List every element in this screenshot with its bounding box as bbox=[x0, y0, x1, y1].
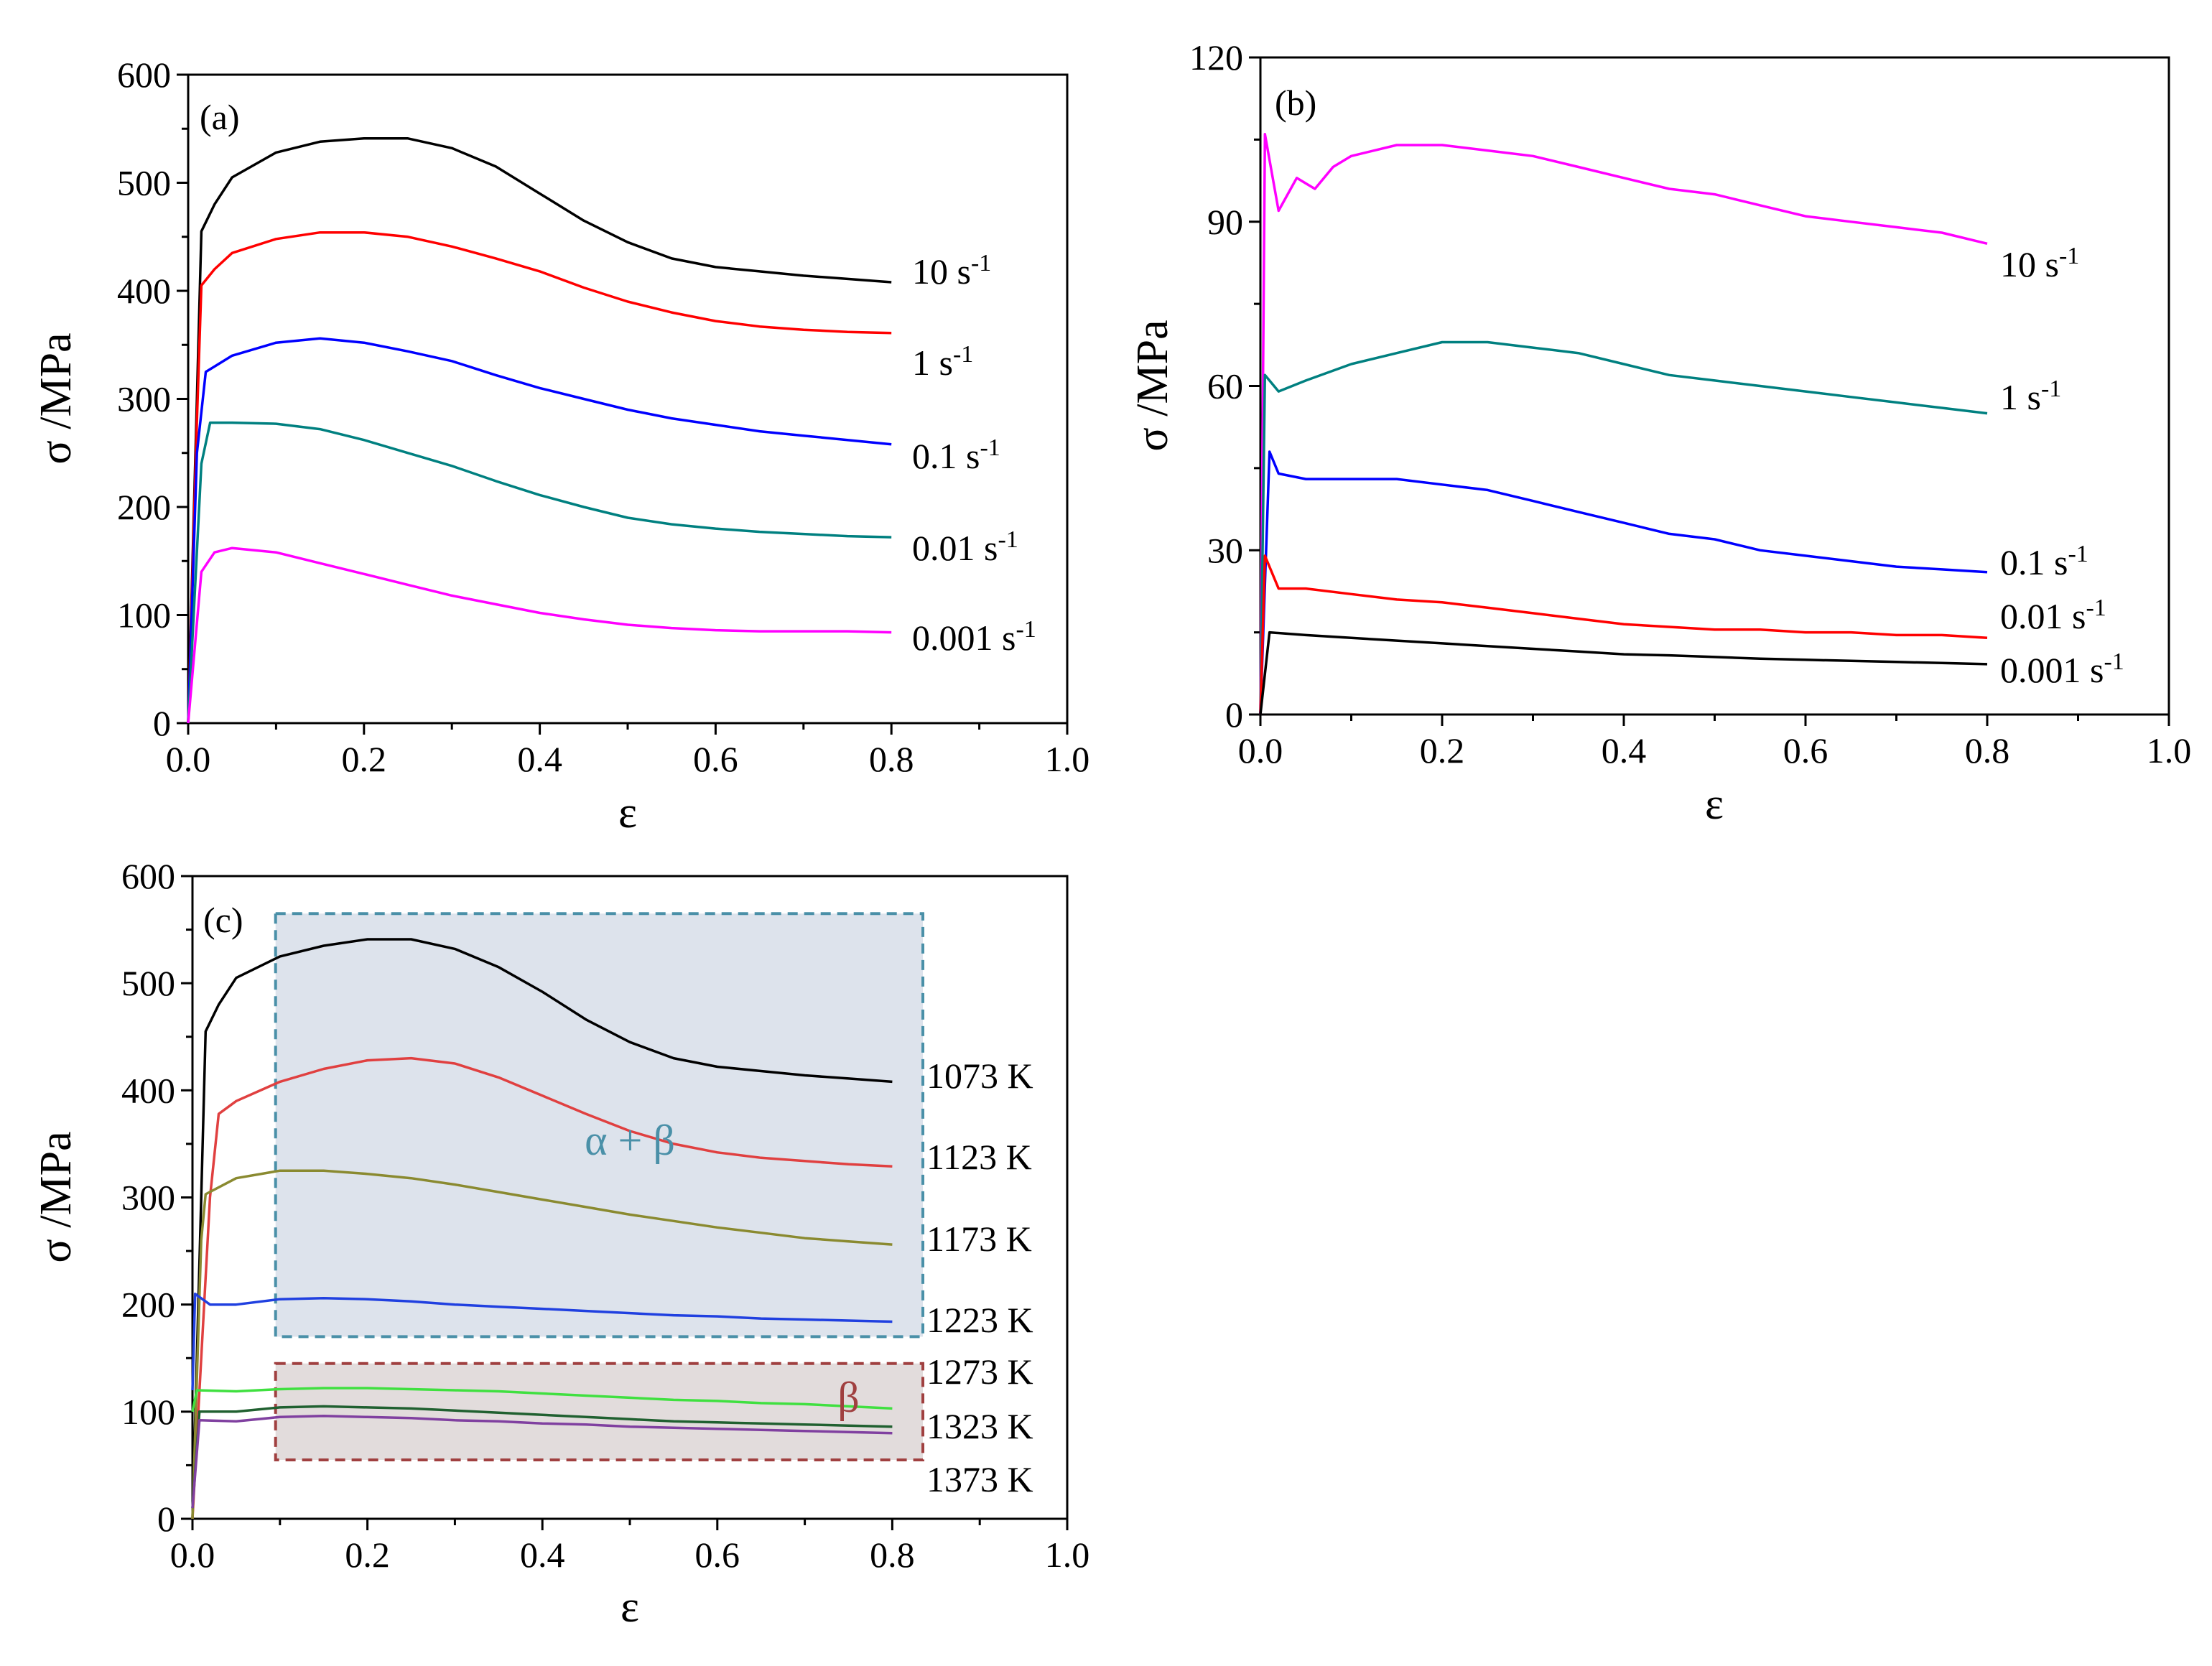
series-label-4: 0.001 s-1 bbox=[2000, 648, 2124, 690]
y-tick-label: 200 bbox=[121, 1285, 175, 1325]
series-line-2 bbox=[187, 337, 892, 724]
series-label-4: 0.001 s-1 bbox=[912, 616, 1036, 658]
series-label-5: 1323 K bbox=[926, 1406, 1033, 1446]
series-label-1: 1123 K bbox=[926, 1137, 1032, 1177]
panel-label: (b) bbox=[1275, 83, 1316, 123]
y-tick-label: 0 bbox=[157, 1499, 175, 1539]
y-tick-label: 90 bbox=[1207, 202, 1243, 242]
y-tick-label: 30 bbox=[1207, 530, 1243, 570]
x-tick-label: 0.4 bbox=[1602, 730, 1647, 771]
y-tick-label: 0 bbox=[1225, 694, 1243, 735]
y-tick-label: 120 bbox=[1189, 37, 1243, 78]
y-tick-label: 100 bbox=[117, 595, 171, 636]
series-label-1: 1 s-1 bbox=[912, 341, 973, 383]
series-label-3: 0.01 s-1 bbox=[2000, 595, 2106, 636]
series-line-1 bbox=[187, 231, 892, 724]
region-box-0 bbox=[274, 912, 925, 1339]
y-tick-label: 200 bbox=[117, 487, 171, 527]
series-line-2 bbox=[191, 1169, 893, 1520]
x-tick-label: 0.2 bbox=[345, 1535, 390, 1575]
chart-panel-a: 0.0 0.2 0.4 0.6 0.8 1.0 0 100 200 300 400 500 600 10 … bbox=[32, 55, 1089, 837]
x-axis-label: ε bbox=[621, 1583, 639, 1632]
series-line-5 bbox=[191, 1405, 893, 1509]
x-tick-label: 0.4 bbox=[520, 1535, 565, 1575]
series-line-4 bbox=[1259, 630, 1988, 715]
y-tick-label: 300 bbox=[121, 1178, 175, 1218]
series-line-3 bbox=[191, 1293, 893, 1391]
y-tick-label: 100 bbox=[121, 1392, 175, 1432]
series-label-0: 1073 K bbox=[926, 1056, 1033, 1096]
x-tick-label: 0.0 bbox=[1238, 730, 1283, 771]
y-tick-label: 600 bbox=[121, 856, 175, 896]
series-label-0: 10 s-1 bbox=[912, 250, 991, 292]
x-tick-label: 0.0 bbox=[170, 1535, 215, 1575]
x-tick-label: 0.2 bbox=[1420, 730, 1465, 771]
series-label-3: 0.01 s-1 bbox=[912, 526, 1018, 568]
x-tick-label: 0.2 bbox=[342, 739, 387, 779]
region-label-0: α + β bbox=[585, 1117, 675, 1164]
series-label-4: 1273 K bbox=[926, 1351, 1033, 1392]
y-tick-label: 600 bbox=[117, 55, 171, 95]
x-tick-label: 0.6 bbox=[695, 1535, 740, 1575]
x-tick-label: 0.4 bbox=[517, 739, 562, 779]
x-tick-label: 0.6 bbox=[1783, 730, 1828, 771]
series-line-0 bbox=[1259, 133, 1988, 715]
series-line-1 bbox=[191, 1056, 893, 1520]
x-tick-label: 0.8 bbox=[870, 1535, 915, 1575]
y-tick-label: 500 bbox=[117, 163, 171, 203]
x-axis-label: ε bbox=[1705, 780, 1724, 829]
series-line-4 bbox=[187, 546, 892, 724]
y-axis-label: σ /MPa bbox=[1128, 320, 1177, 451]
x-tick-label: 1.0 bbox=[1045, 1535, 1090, 1575]
y-tick-label: 400 bbox=[121, 1070, 175, 1110]
region-label-1: β bbox=[837, 1374, 860, 1421]
series-label-0: 10 s-1 bbox=[2000, 243, 2079, 284]
y-axis-label: σ /MPa bbox=[32, 1131, 80, 1262]
x-tick-label: 1.0 bbox=[1045, 739, 1090, 779]
x-tick-label: 1.0 bbox=[2147, 730, 2192, 771]
region-box-1 bbox=[274, 1362, 925, 1461]
series-line-2 bbox=[1259, 450, 1988, 715]
y-tick-label: 400 bbox=[117, 271, 171, 311]
series-label-2: 1173 K bbox=[926, 1219, 1032, 1259]
x-tick-label: 0.8 bbox=[869, 739, 914, 779]
series-line-6 bbox=[191, 1415, 893, 1509]
series-label-2: 0.1 s-1 bbox=[2000, 541, 2088, 582]
chart-panel-b: 0.0 0.2 0.4 0.6 0.8 1.0 0 30 60 90 120 10 s-1 1 s-1 0… bbox=[1128, 37, 2191, 829]
y-tick-label: 300 bbox=[117, 379, 171, 419]
series-label-2: 0.1 s-1 bbox=[912, 434, 1000, 476]
series-line-1 bbox=[1259, 340, 1988, 715]
x-tick-label: 0.0 bbox=[166, 739, 211, 779]
y-tick-label: 500 bbox=[121, 963, 175, 1003]
series-label-6: 1373 K bbox=[926, 1459, 1033, 1499]
panel-label: (c) bbox=[203, 900, 243, 940]
y-tick-label: 60 bbox=[1207, 366, 1243, 406]
series-line-0 bbox=[187, 137, 892, 724]
x-tick-label: 0.8 bbox=[1965, 730, 2010, 771]
panel-label: (a) bbox=[200, 97, 240, 137]
x-tick-label: 0.6 bbox=[693, 739, 738, 779]
y-tick-label: 0 bbox=[153, 703, 171, 743]
chart-panel-c: 0.0 0.2 0.4 0.6 0.8 1.0 0 100 200 300 400 500 600 107… bbox=[32, 856, 1089, 1632]
y-axis-label: σ /MPa bbox=[32, 332, 80, 464]
series-line-3 bbox=[187, 421, 892, 724]
series-label-3: 1223 K bbox=[926, 1300, 1033, 1340]
x-axis-label: ε bbox=[618, 788, 637, 837]
series-line-3 bbox=[1259, 554, 1988, 715]
series-line-4 bbox=[191, 1387, 893, 1413]
series-line-0 bbox=[191, 938, 893, 1520]
series-label-1: 1 s-1 bbox=[2000, 376, 2061, 417]
